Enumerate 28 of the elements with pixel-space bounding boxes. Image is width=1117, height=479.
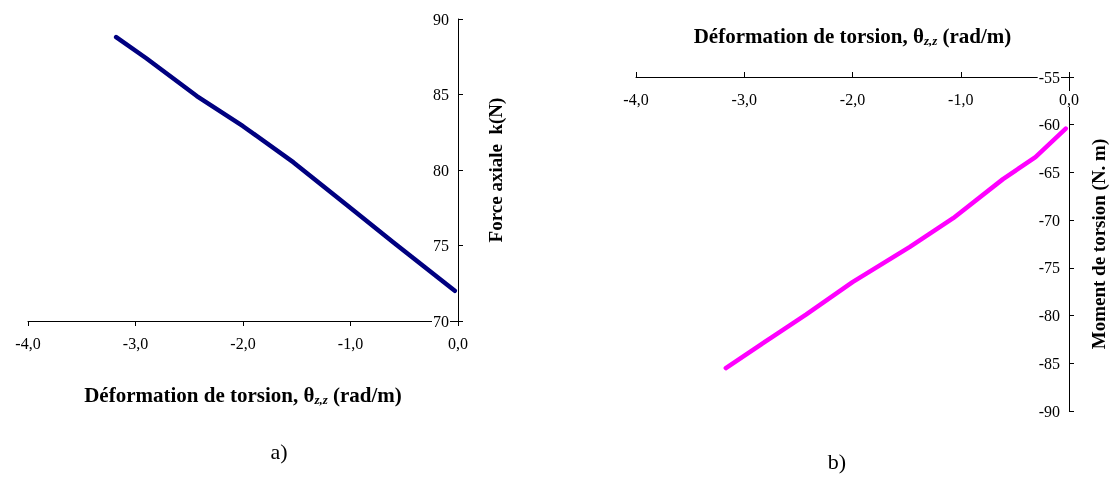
y-tick-label: 70 (433, 312, 449, 330)
text: a) (270, 438, 288, 464)
y-tick-label: -75 (1038, 259, 1060, 277)
x-tick-label: -1,0 (948, 90, 974, 108)
y-tick-label: -70 (1038, 211, 1060, 229)
y-axis-title: Moment de torsion (N. m) (1088, 138, 1110, 350)
x-tick-label: -3,0 (122, 334, 149, 352)
y-axis-title: Force axiale k(N) (485, 97, 507, 243)
y-tick-label: -85 (1038, 354, 1060, 372)
x-tick-label: -2,0 (230, 334, 256, 352)
x-tick-label: 0,0 (448, 334, 468, 352)
y-tick-label: -65 (1038, 163, 1060, 181)
y-tick-label: 80 (433, 161, 449, 179)
y-tick-label: 85 (433, 86, 449, 103)
x-tick-label: -2,0 (839, 90, 866, 108)
y-tick-label: -55 (1038, 68, 1060, 86)
x-tick-label: -4,0 (623, 90, 649, 108)
line-series (113, 34, 458, 294)
text: b) (827, 448, 847, 474)
x-tick-label: -4,0 (15, 334, 41, 352)
y-tick-label: -60 (1038, 116, 1060, 134)
y-tick-label: -90 (1038, 402, 1060, 420)
x-tick-label: 0,0 (1059, 90, 1079, 108)
y-tick-label: 90 (433, 10, 449, 28)
x-tick-label: -1,0 (337, 334, 364, 352)
y-tick-label: 75 (433, 237, 449, 254)
y-tick-label: -80 (1038, 307, 1060, 325)
x-tick-label: -3,0 (731, 90, 757, 108)
